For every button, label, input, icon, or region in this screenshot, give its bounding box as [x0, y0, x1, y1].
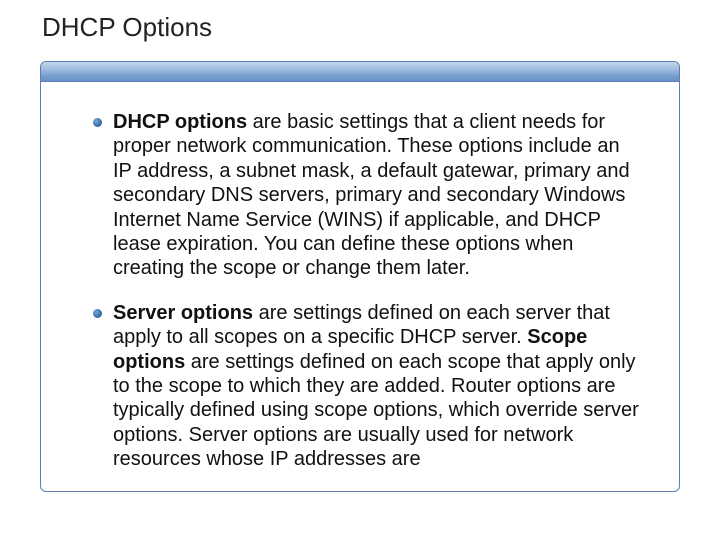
content-box: DHCP options are basic settings that a c… — [40, 61, 680, 492]
bullet-icon — [93, 118, 102, 127]
slide-container: DHCP Options DHCP options are basic sett… — [0, 0, 720, 540]
bullet-text-bold: Server options — [113, 302, 253, 324]
content-inner: DHCP options are basic settings that a c… — [41, 82, 679, 471]
bullet-text: are basic settings that a client needs f… — [113, 111, 630, 279]
bullet-item: DHCP options are basic settings that a c… — [97, 110, 643, 281]
content-top-bar — [41, 62, 679, 82]
bullet-text: are settings defined on each scope that … — [113, 351, 639, 471]
bullet-item: Server options are settings defined on e… — [97, 301, 643, 472]
slide-title: DHCP Options — [40, 12, 680, 43]
bullet-text-bold: DHCP options — [113, 111, 247, 133]
bullet-icon — [93, 309, 102, 318]
